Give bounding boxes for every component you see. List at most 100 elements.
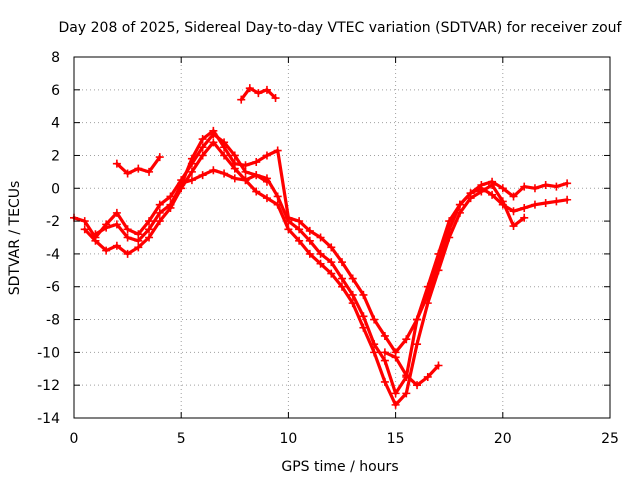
data-point (145, 225, 154, 234)
data-point (123, 169, 132, 178)
y-tick-label: 2 (51, 148, 60, 164)
data-point (563, 195, 572, 204)
data-point (359, 312, 368, 321)
data-point (402, 389, 411, 398)
y-tick-label: 6 (51, 83, 60, 99)
data-point (91, 230, 100, 239)
data-point (445, 225, 454, 234)
data-point (338, 274, 346, 283)
data-point (155, 217, 164, 226)
data-point (252, 158, 261, 167)
data-point (413, 381, 422, 390)
data-point (338, 258, 346, 267)
data-point (112, 220, 121, 229)
y-tick-label: -10 (37, 345, 60, 361)
data-point (187, 167, 196, 176)
x-tick-label: 0 (70, 431, 79, 447)
data-point (413, 340, 422, 349)
data-point (370, 315, 379, 324)
data-point (166, 200, 175, 209)
data-point (209, 138, 218, 147)
data-point (541, 199, 550, 208)
data-point (370, 348, 379, 357)
data-point (434, 258, 443, 267)
data-point (295, 217, 304, 226)
data-point (380, 331, 389, 340)
data-point (552, 197, 561, 206)
data-point (327, 269, 336, 278)
data-point (187, 176, 196, 185)
data-point (273, 200, 282, 209)
data-point (520, 213, 529, 222)
data-point (552, 182, 561, 191)
data-point (230, 159, 239, 168)
series-line (83, 140, 526, 407)
x-tick-label: 15 (387, 431, 405, 447)
data-point (563, 179, 572, 188)
y-tick-label: -8 (46, 313, 60, 329)
plot-frame (73, 56, 611, 419)
data-point (316, 249, 325, 258)
data-point (112, 159, 121, 168)
y-tick-label: -4 (46, 247, 60, 263)
data-point (145, 217, 154, 226)
data-point (134, 236, 143, 245)
data-point (498, 197, 507, 206)
series-track-3 (91, 126, 572, 357)
data-point (102, 246, 111, 255)
data-point (112, 241, 121, 250)
data-point (305, 249, 314, 258)
y-tick-label: 4 (51, 116, 60, 132)
data-point (466, 189, 475, 198)
data-point (241, 161, 250, 170)
data-point (380, 377, 389, 386)
data-point (380, 356, 389, 365)
data-point (209, 126, 218, 135)
data-point (230, 151, 239, 160)
data-point (145, 233, 154, 242)
data-point (230, 174, 239, 183)
x-tick-label: 25 (601, 431, 619, 447)
data-point (271, 94, 280, 103)
data-point (209, 166, 218, 175)
data-point (262, 177, 271, 186)
data-point (327, 243, 336, 252)
data-point (338, 282, 346, 291)
data-point (509, 207, 518, 216)
data-point (198, 171, 207, 180)
data-point (348, 274, 357, 283)
data-point (520, 182, 529, 191)
series-segment-6 (177, 166, 271, 188)
data-point (413, 315, 422, 324)
series-segment-5 (237, 84, 280, 104)
data-point (220, 143, 229, 152)
data-point (252, 171, 261, 180)
tick-layer: 0 5 10 15 20 25 -14 -12 -10 -8 -6 -4 -2 0 2 4 6 8 (37, 50, 619, 447)
data-point (348, 299, 357, 308)
data-point (509, 192, 518, 201)
grid-layer (73, 56, 611, 419)
data-point (284, 213, 293, 222)
data-point (254, 89, 263, 98)
y-tick-label: 8 (51, 50, 60, 66)
y-axis-label: SDTVAR / TECUs (7, 181, 23, 296)
data-point (434, 361, 443, 370)
data-point (327, 258, 336, 267)
x-axis-label: GPS time / hours (281, 459, 398, 475)
data-point (273, 146, 282, 155)
y-tick-label: 0 (51, 181, 60, 197)
data-point (348, 290, 357, 299)
y-tick-label: -12 (37, 378, 60, 394)
y-tick-label: -14 (37, 411, 60, 427)
data-point (541, 180, 550, 189)
data-point (391, 400, 400, 409)
y-tick-label: -6 (46, 280, 60, 296)
data-point (520, 203, 529, 212)
data-point (198, 143, 207, 152)
data-point (198, 135, 207, 144)
data-point (123, 225, 132, 234)
data-point (305, 236, 314, 245)
series-track-2 (80, 138, 529, 409)
data-point (530, 184, 539, 193)
